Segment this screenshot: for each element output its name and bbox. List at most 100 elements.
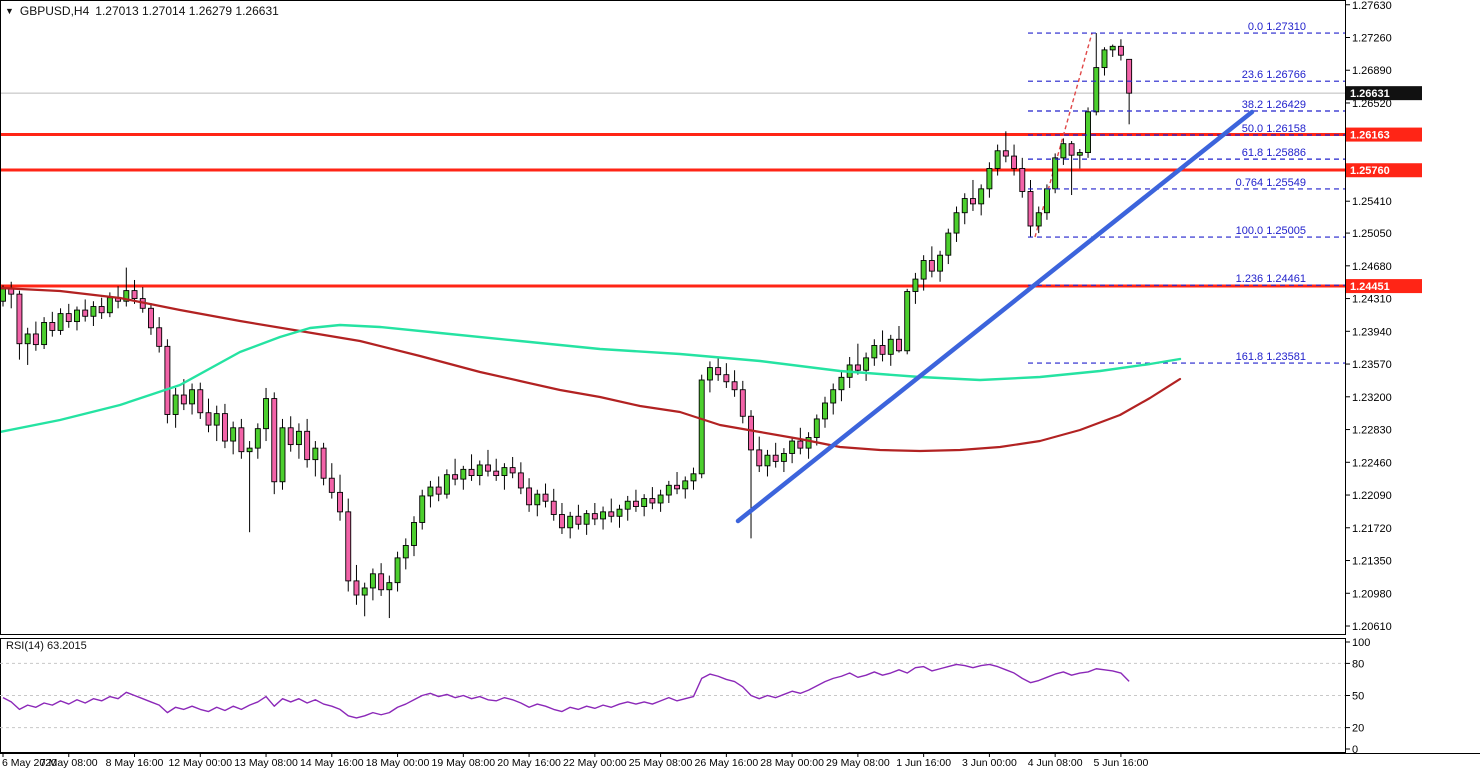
candle-body[interactable] bbox=[345, 511, 352, 582]
candle-body[interactable] bbox=[468, 468, 475, 477]
candle-body[interactable] bbox=[0, 288, 6, 302]
candle-body[interactable] bbox=[682, 480, 689, 490]
candle-body[interactable] bbox=[49, 322, 56, 331]
candle-body[interactable] bbox=[838, 376, 845, 391]
candle-body[interactable] bbox=[205, 412, 212, 426]
candle-body[interactable] bbox=[254, 428, 261, 449]
candle-body[interactable] bbox=[1011, 155, 1018, 169]
candle-body[interactable] bbox=[57, 313, 64, 331]
candle-body[interactable] bbox=[1117, 45, 1124, 56]
candle-body[interactable] bbox=[221, 413, 228, 442]
candle-body[interactable] bbox=[822, 402, 828, 420]
candle-body[interactable] bbox=[172, 394, 179, 415]
candle-body[interactable] bbox=[608, 511, 615, 517]
candle-body[interactable] bbox=[123, 290, 130, 302]
candle-body[interactable] bbox=[813, 418, 820, 438]
candle-body[interactable] bbox=[509, 467, 516, 474]
candle-body[interactable] bbox=[731, 381, 738, 391]
candle-body[interactable] bbox=[706, 367, 713, 381]
candle-body[interactable] bbox=[337, 491, 343, 513]
candle-body[interactable] bbox=[1109, 45, 1116, 51]
candle-body[interactable] bbox=[550, 500, 557, 515]
candle-body[interactable] bbox=[1068, 143, 1075, 156]
candle-body[interactable] bbox=[90, 306, 97, 317]
candle-body[interactable] bbox=[649, 498, 656, 504]
candle-body[interactable] bbox=[246, 447, 253, 453]
candle-body[interactable] bbox=[1085, 111, 1091, 153]
candle-body[interactable] bbox=[1101, 49, 1108, 69]
candle-body[interactable] bbox=[1126, 58, 1133, 94]
candle-body[interactable] bbox=[517, 472, 524, 489]
candle-body[interactable] bbox=[74, 309, 80, 323]
candle-body[interactable] bbox=[780, 452, 787, 462]
candle-body[interactable] bbox=[230, 427, 237, 442]
candle-body[interactable] bbox=[764, 454, 771, 467]
candle-body[interactable] bbox=[961, 198, 968, 214]
candle-body[interactable] bbox=[164, 345, 171, 415]
candle-body[interactable] bbox=[559, 514, 565, 529]
candle-body[interactable] bbox=[863, 357, 870, 371]
candle-body[interactable] bbox=[180, 394, 187, 405]
candle-body[interactable] bbox=[213, 413, 220, 426]
candle-body[interactable] bbox=[920, 260, 927, 280]
trendline[interactable] bbox=[735, 109, 1255, 524]
candle-body[interactable] bbox=[789, 440, 796, 454]
candle-body[interactable] bbox=[378, 573, 385, 591]
candle-body[interactable] bbox=[928, 260, 935, 272]
candle-body[interactable] bbox=[567, 515, 574, 529]
candle-body[interactable] bbox=[887, 338, 894, 355]
candle-body[interactable] bbox=[1019, 168, 1026, 192]
candle-body[interactable] bbox=[748, 415, 754, 451]
candle-body[interactable] bbox=[435, 486, 442, 495]
candle-body[interactable] bbox=[739, 389, 746, 417]
candle-body[interactable] bbox=[460, 468, 467, 480]
candle-body[interactable] bbox=[271, 398, 278, 483]
candle-body[interactable] bbox=[665, 484, 672, 496]
candle-body[interactable] bbox=[295, 430, 302, 446]
candle-body[interactable] bbox=[238, 427, 245, 453]
candle-body[interactable] bbox=[534, 493, 541, 506]
candle-body[interactable] bbox=[715, 367, 722, 376]
candle-body[interactable] bbox=[263, 398, 269, 430]
candle-body[interactable] bbox=[501, 467, 508, 477]
candle-body[interactable] bbox=[361, 587, 368, 596]
candle-body[interactable] bbox=[148, 307, 154, 329]
candle-body[interactable] bbox=[386, 582, 393, 591]
candle-body[interactable] bbox=[526, 487, 533, 506]
candle-body[interactable] bbox=[304, 430, 311, 461]
candle-body[interactable] bbox=[1027, 191, 1034, 227]
candle-body[interactable] bbox=[1052, 157, 1059, 190]
candle-body[interactable] bbox=[624, 500, 631, 510]
candle-body[interactable] bbox=[657, 494, 664, 504]
candle-body[interactable] bbox=[443, 474, 450, 495]
candle-body[interactable] bbox=[690, 473, 697, 482]
candle-body[interactable] bbox=[279, 427, 286, 483]
candle-body[interactable] bbox=[912, 278, 919, 292]
candle-body[interactable] bbox=[427, 486, 434, 497]
candle-body[interactable] bbox=[106, 297, 113, 314]
ma-slow-darkred-line[interactable] bbox=[0, 286, 1182, 453]
candle-body[interactable] bbox=[698, 379, 705, 475]
candle-body[interactable] bbox=[24, 333, 31, 345]
candle-body[interactable] bbox=[1035, 212, 1042, 227]
candle-body[interactable] bbox=[82, 309, 89, 317]
candle-body[interactable] bbox=[156, 327, 163, 347]
candle-body[interactable] bbox=[41, 322, 48, 346]
candle-body[interactable] bbox=[402, 545, 409, 559]
candle-body[interactable] bbox=[994, 150, 1001, 169]
candle-body[interactable] bbox=[1060, 143, 1067, 159]
candle-body[interactable] bbox=[419, 495, 426, 523]
candle-body[interactable] bbox=[986, 168, 993, 190]
candle-body[interactable] bbox=[616, 508, 623, 517]
candle-body[interactable] bbox=[197, 389, 204, 414]
candle-body[interactable] bbox=[328, 477, 335, 493]
candle-body[interactable] bbox=[312, 447, 319, 461]
candle-body[interactable] bbox=[945, 232, 952, 256]
candle-body[interactable] bbox=[937, 254, 944, 272]
candle-body[interactable] bbox=[575, 515, 582, 525]
candle-body[interactable] bbox=[98, 306, 105, 314]
candle-body[interactable] bbox=[797, 440, 804, 449]
candle-body[interactable] bbox=[493, 470, 500, 477]
ma-fast-teal-line[interactable] bbox=[0, 323, 1182, 434]
